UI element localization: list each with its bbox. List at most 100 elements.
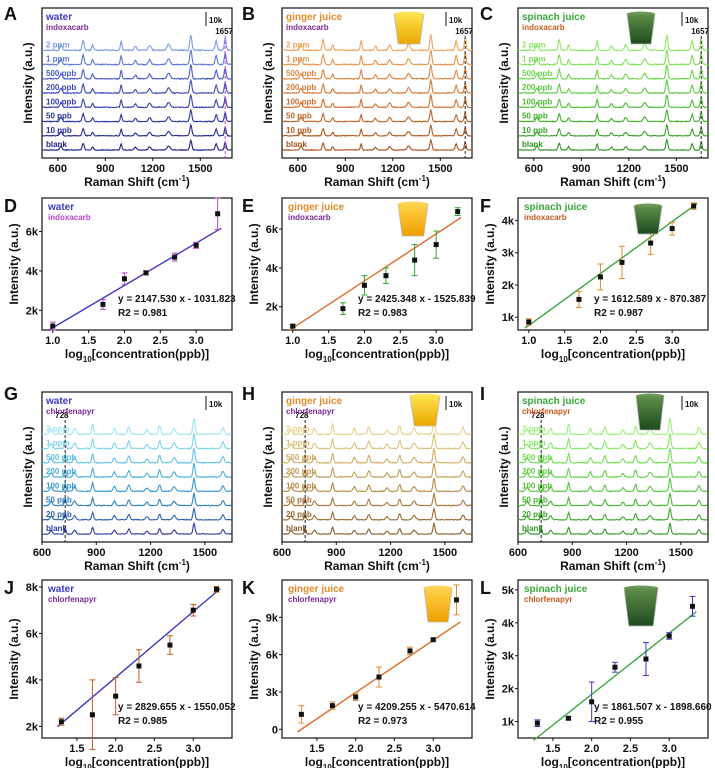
cup-rim	[398, 201, 428, 207]
data-point	[430, 637, 436, 643]
x-tick-label: 2.5	[387, 743, 402, 755]
spectrum-panel-A: 2 ppm 1 ppm 500 ppb 200 ppb 100 ppb 50 ppb 10 …	[21, 7, 234, 189]
data-point	[361, 282, 367, 288]
series-label: 500 ppb	[286, 453, 316, 462]
y-tick-label: 2k	[502, 684, 515, 696]
data-point	[407, 648, 413, 654]
x-tick-label: 1500	[188, 163, 212, 175]
fit-equation: y = 1612.589 x - 870.387	[594, 294, 706, 305]
series-label: 2 ppm	[522, 424, 546, 433]
spectrum-panel-I: 2 ppm 1 ppm 500 ppb 200 ppb 100 ppb 50 ppb 20 …	[497, 391, 709, 573]
spectrum-line	[517, 108, 709, 123]
panel-letter-A: A	[4, 4, 17, 24]
subscript: 10	[559, 763, 568, 768]
fit-equation: y = 2425.348 x - 1525.839	[358, 294, 476, 305]
spectrum-line	[517, 138, 709, 152]
data-point	[383, 273, 389, 279]
data-point	[329, 703, 335, 709]
spectrum-line	[41, 521, 232, 535]
fit-line	[288, 216, 462, 332]
x-axis-label-rest: [concentration(ppb)]	[332, 347, 449, 361]
peak-label: 1657	[691, 27, 709, 36]
peak-label: 728	[55, 411, 69, 420]
spectrum-line	[517, 417, 708, 436]
cup-body	[626, 13, 656, 45]
y-tick-label: 1k	[502, 717, 515, 729]
panel-letter-B: B	[242, 4, 255, 24]
x-axis-label-rest: [concentration(ppb)]	[568, 755, 685, 768]
x-axis-label: log10[concentration(ppb)]	[305, 347, 449, 364]
data-point	[589, 699, 595, 705]
calibration-frame	[517, 579, 709, 739]
x-axis-label-rest: [concentration(ppb)]	[568, 347, 685, 361]
x-tick-label: 900	[563, 547, 581, 559]
spectrum-line	[517, 34, 709, 52]
spectrum-line	[517, 93, 709, 109]
spectrum-panel-B: 2 ppm 1 ppm 500 ppb 200 ppb 100 ppb 50 ppb 10 …	[261, 7, 474, 189]
series-label: 100 ppb	[522, 481, 552, 490]
spectrum-line	[41, 78, 233, 95]
series-label: 200 ppb	[522, 467, 552, 476]
chart-subtitle: chlorfenapyr	[524, 595, 572, 604]
superscript-close: )	[426, 175, 430, 189]
r-squared: R2 = 0.955	[594, 716, 644, 727]
spectrum-line	[41, 34, 233, 52]
chart-title: ginger juice	[288, 584, 345, 595]
x-tick-label: 1.5	[81, 335, 96, 347]
spectrum-line	[517, 477, 708, 493]
data-point	[89, 712, 95, 718]
superscript-close: )	[662, 175, 666, 189]
spectrum-line	[281, 77, 473, 95]
scale-bar-label: 10k	[209, 400, 223, 409]
x-tick-label: 600	[33, 547, 51, 559]
data-point	[433, 242, 439, 248]
cup-rim	[424, 585, 452, 591]
r-squared: R2 = 0.983	[358, 308, 408, 319]
scale-bar-label: 10k	[449, 16, 463, 25]
y-axis-label: Intensity (a.u.)	[497, 42, 511, 123]
series-label: 10 ppb	[522, 126, 548, 135]
y-axis-label: Intensity (a.u.)	[21, 426, 35, 507]
spectrum-line	[518, 506, 708, 521]
superscript: -1	[419, 558, 427, 567]
x-tick-label: 900	[572, 163, 590, 175]
series-label: 1 ppm	[286, 55, 310, 64]
cup-rim	[636, 393, 664, 399]
chart-title: spinach juice	[524, 202, 588, 213]
subscript: 10	[323, 763, 332, 768]
chart-title: water	[45, 12, 72, 23]
spectrum-line	[281, 34, 473, 52]
spectrum-line	[41, 418, 232, 436]
data-point	[167, 642, 173, 648]
spectrum-panel-C: 2 ppm 1 ppm 500 ppb 200 ppb 100 ppb 50 ppb 10 …	[497, 7, 710, 189]
data-point	[689, 603, 695, 609]
cup-body	[633, 205, 663, 235]
scale-bar-label: 10k	[685, 16, 699, 25]
x-tick-label: 1200	[141, 163, 165, 175]
x-tick-label: 1500	[669, 547, 693, 559]
x-tick-label: 1200	[614, 547, 638, 559]
series-label: 20 ppb	[46, 510, 72, 519]
data-point	[534, 720, 540, 726]
y-tick-label: 4k	[502, 618, 515, 630]
spinach-juice-cup-icon	[635, 393, 665, 431]
spectrum-line	[42, 138, 232, 152]
r-squared: R2 = 0.987	[594, 308, 644, 319]
x-tick-label: 2.0	[584, 743, 599, 755]
cup-rim	[410, 393, 440, 399]
spectrum-line	[281, 48, 473, 66]
spinach-juice-cup-icon	[623, 585, 659, 627]
superscript-close: )	[186, 559, 190, 573]
cup-body	[635, 395, 665, 431]
fit-line	[48, 227, 222, 331]
x-tick-label: 1.0	[285, 335, 300, 347]
series-label: 200 ppb	[46, 467, 76, 476]
chart-title: ginger juice	[286, 12, 343, 23]
x-tick-label: 3.0	[429, 335, 444, 347]
cup-body	[623, 587, 659, 627]
fit-equation: y = 4209.255 x - 5470.614	[358, 702, 476, 713]
x-axis-label: Raman Shift (cm-1)	[84, 558, 190, 573]
x-axis-label-rest: [concentration(ppb)]	[92, 755, 209, 768]
fit-equation: y = 1861.507 x - 1898.660	[594, 702, 712, 713]
